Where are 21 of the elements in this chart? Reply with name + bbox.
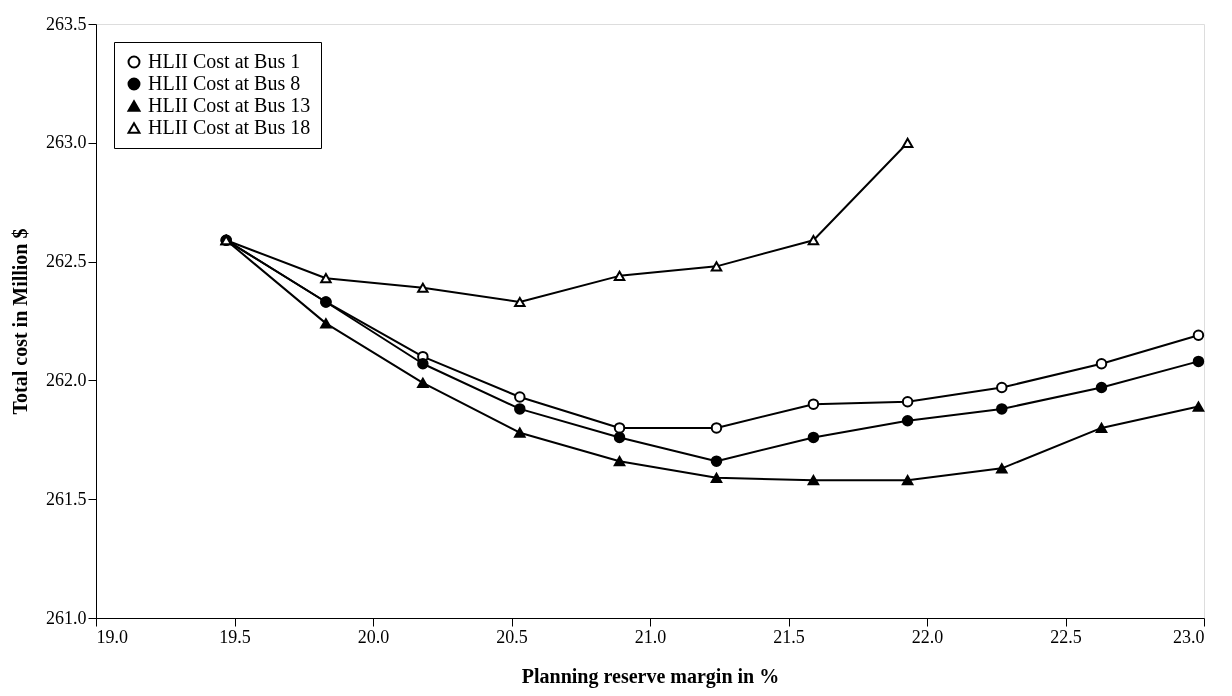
y-tick-label: 263.0 [46, 132, 87, 153]
x-tick-label: 22.0 [911, 626, 944, 647]
x-tick-label: 21.5 [773, 626, 805, 647]
x-tick-label: 19.5 [219, 626, 251, 647]
y-tick-label: 261.0 [46, 607, 87, 628]
y-tick-label: 261.5 [46, 488, 87, 509]
legend-label: HLII Cost at Bus 13 [148, 94, 311, 116]
x-tick-label: 19.0 [96, 626, 128, 647]
y-tick-label: 262.5 [46, 251, 87, 272]
legend-label: HLII Cost at Bus 1 [148, 50, 301, 72]
y-tick-label: 263.5 [46, 13, 87, 34]
legend-label: HLII Cost at Bus 18 [148, 116, 311, 138]
x-tick-label: 23.0 [1173, 626, 1205, 647]
x-tick-label: 21.0 [634, 626, 667, 647]
x-tick-label: 22.5 [1050, 626, 1082, 647]
x-axis-title: Planning reserve margin in % [521, 664, 780, 688]
x-tick-label: 20.5 [496, 626, 528, 647]
legend-label: HLII Cost at Bus 8 [148, 72, 301, 94]
y-tick-label: 262.0 [46, 369, 87, 390]
x-tick-label: 20.0 [357, 626, 390, 647]
y-axis-title: Total cost in Million $ [9, 228, 31, 415]
